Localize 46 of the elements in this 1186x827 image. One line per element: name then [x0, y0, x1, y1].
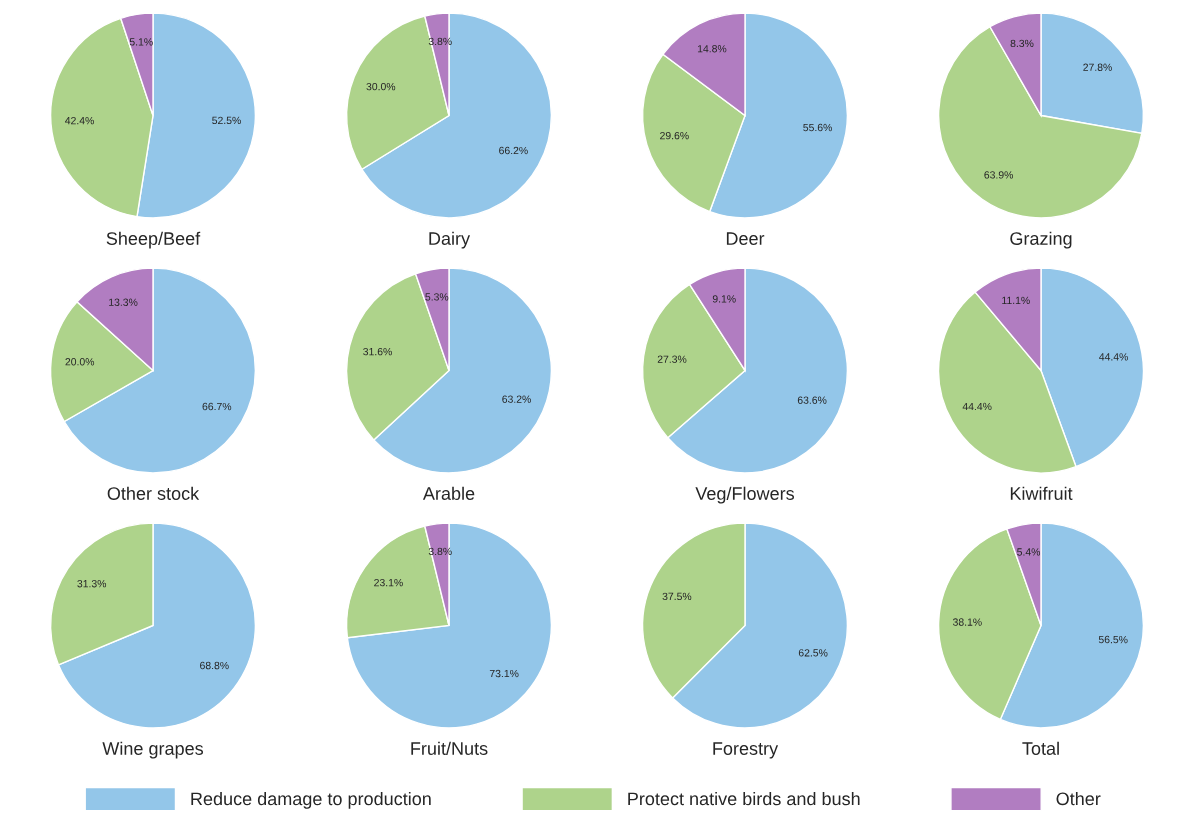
- text: Total: [1022, 741, 1059, 755]
- text: Wine grapes: [102, 741, 204, 759]
- data-label: 13.3%: [109, 298, 138, 306]
- text: Sheep/Beef: [106, 231, 201, 249]
- text: Arable: [422, 486, 475, 500]
- data-label: 62.5%: [798, 649, 828, 657]
- data-label: 52.5%: [212, 116, 241, 125]
- data-label: 31.6%: [363, 347, 392, 356]
- data-label: 27.3%: [657, 355, 687, 363]
- text: Deer: [726, 232, 765, 245]
- text: Veg/Flowers: [695, 486, 795, 504]
- data-label: 73.1%: [489, 669, 519, 678]
- data-label: 68.8%: [200, 661, 229, 670]
- data-label: 66.2%: [499, 146, 528, 155]
- text: Kiwifruit: [1010, 486, 1073, 500]
- data-label: 27.8%: [1083, 63, 1112, 71]
- data-label: 44.4%: [962, 402, 992, 411]
- data-label: 42.4%: [65, 116, 94, 125]
- text: Forestry: [713, 742, 779, 759]
- data-label: 14.8%: [697, 45, 727, 53]
- legend-label: Protect native birds and bush: [628, 791, 860, 806]
- text: Dairy: [429, 231, 471, 249]
- data-label: 38.1%: [952, 618, 982, 626]
- text: Fruit/Nuts: [411, 741, 488, 755]
- legend-label: Reduce damage to production: [191, 791, 431, 809]
- data-label: 23.1%: [374, 578, 403, 587]
- data-label: 56.5%: [1098, 635, 1128, 644]
- text: Grazing: [1010, 231, 1072, 249]
- data-label: 11.1%: [1002, 296, 1030, 304]
- data-label: 66.7%: [202, 402, 232, 411]
- data-label: 31.3%: [77, 580, 107, 588]
- data-label: 20.0%: [65, 358, 95, 366]
- data-label: 63.9%: [984, 171, 1014, 179]
- data-label: 37.5%: [662, 592, 692, 601]
- legend-label: Other: [1056, 791, 1101, 806]
- data-label: 44.4%: [1099, 353, 1128, 361]
- data-label: 5.4%: [1017, 548, 1041, 556]
- data-label: 29.6%: [660, 131, 689, 140]
- data-label: 55.6%: [803, 123, 832, 132]
- data-label: 63.2%: [502, 395, 531, 403]
- pie-slice: [346, 522, 553, 729]
- text: Other stock: [107, 486, 200, 500]
- data-label: 30.0%: [366, 82, 396, 91]
- data-label: 8.3%: [1010, 39, 1034, 48]
- data-label: 9.1%: [712, 295, 736, 303]
- data-label: 63.6%: [797, 396, 827, 404]
